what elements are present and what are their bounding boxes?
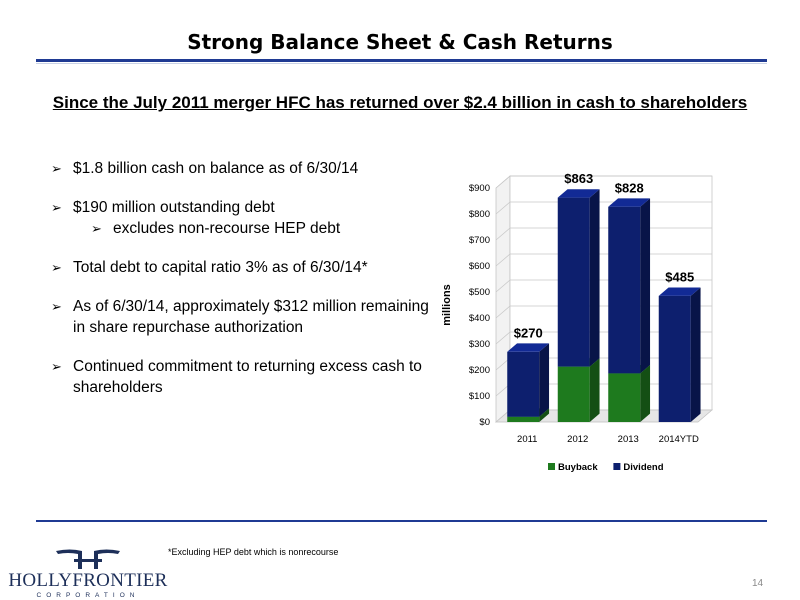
y-tick-label: $900: [469, 183, 490, 194]
bar-top-dividend-2014YTD: [658, 287, 701, 296]
bullet-item: ➢ $1.8 billion cash on balance as of 6/3…: [51, 158, 431, 179]
bullet-item: ➢ As of 6/30/14, approximately $312 mill…: [51, 296, 431, 338]
arrow-bullet-icon: ➢: [51, 200, 62, 215]
bullet-list: ➢ $1.8 billion cash on balance as of 6/3…: [51, 158, 431, 416]
bar-side-dividend-2012: [589, 189, 600, 367]
x-tick-label: 2014YTD: [659, 434, 699, 445]
bar-dividend-2013: [608, 206, 641, 374]
arrow-bullet-icon: ➢: [51, 359, 62, 374]
y-tick-label: $500: [469, 287, 490, 298]
bullet-text: $1.8 billion cash on balance as of 6/30/…: [73, 160, 359, 177]
bar-total-label: $270: [514, 325, 543, 340]
bar-dividend-2011: [507, 351, 540, 417]
arrow-bullet-icon: ➢: [91, 221, 102, 236]
y-tick-label: $700: [469, 235, 490, 246]
page-number: 14: [752, 578, 764, 589]
x-tick-label: 2013: [618, 434, 639, 445]
footnote: *Excluding HEP debt which is nonrecourse: [168, 547, 339, 557]
logo-mark-icon: [56, 549, 120, 569]
bar-total-label: $863: [564, 171, 593, 186]
title-divider-light: [36, 63, 767, 64]
bullet-text: $190 million outstanding debt: [73, 199, 275, 216]
bullet-text: Continued commitment to returning excess…: [73, 358, 422, 396]
bar-top-dividend-2012: [557, 189, 600, 198]
legend-swatch-buyback: [548, 463, 555, 470]
y-tick-label: $800: [469, 209, 490, 220]
y-tick-label: $100: [469, 391, 490, 402]
bar-dividend-2014YTD: [658, 295, 691, 422]
y-tick-label: $400: [469, 313, 490, 324]
subtitle: Since the July 2011 merger HFC has retur…: [52, 93, 748, 112]
bar-side-dividend-2014YTD: [690, 287, 701, 422]
bar-side-dividend-2011: [539, 343, 550, 417]
y-tick-label: $200: [469, 365, 490, 376]
bar-side-buyback-2011: [539, 408, 550, 422]
bar-buyback-2013: [608, 373, 641, 422]
bullet-item: ➢ Total debt to capital ratio 3% as of 6…: [51, 257, 431, 278]
arrow-bullet-icon: ➢: [51, 161, 62, 176]
y-axis-label: millions: [441, 284, 453, 326]
bar-top-dividend-2011: [507, 343, 550, 352]
logo-wordmark: HOLLYFRONTIER: [8, 570, 168, 591]
bar-side-dividend-2013: [640, 198, 651, 374]
logo-subtext: CORPORATION: [36, 592, 140, 599]
company-logo: HOLLYFRONTIER CORPORATION: [8, 547, 168, 599]
y-tick-label: $300: [469, 339, 490, 350]
gridline: [495, 175, 712, 189]
bullet-item: ➢ Continued commitment to returning exce…: [51, 356, 431, 398]
legend-swatch-dividend: [613, 463, 621, 470]
x-tick-label: 2012: [567, 434, 588, 445]
x-tick-label: 2011: [517, 434, 537, 445]
legend-label: Buyback: [558, 462, 598, 473]
legend-label: Dividend: [623, 462, 663, 473]
bar-total-label: $828: [615, 180, 644, 195]
page-title: Strong Balance Sheet & Cash Returns: [187, 30, 613, 54]
bar-dividend-2012: [557, 197, 590, 367]
bullet-text: Total debt to capital ratio 3% as of 6/3…: [73, 259, 368, 276]
arrow-bullet-icon: ➢: [51, 299, 62, 314]
y-tick-label: $0: [479, 417, 490, 428]
footer-divider: [36, 520, 767, 522]
y-tick-label: $600: [469, 261, 490, 272]
title-divider: [36, 59, 767, 62]
sub-bullet-item: ➢ excludes non-recourse HEP debt: [51, 218, 431, 239]
stacked-bar-chart: $0 $100 $200 $300 $400 $500 $600 $700 $800 $900 mi…: [441, 171, 713, 473]
arrow-bullet-icon: ➢: [51, 260, 62, 275]
bullet-text: excludes non-recourse HEP debt: [113, 220, 341, 237]
bar-side-buyback-2013: [640, 364, 651, 422]
bar-buyback-2012: [557, 366, 590, 422]
bar-top-dividend-2013: [608, 198, 651, 207]
bar-buyback-2011: [507, 416, 540, 422]
bullet-item: ➢ $190 million outstanding debt: [51, 197, 431, 218]
bullet-text: As of 6/30/14, approximately $312 millio…: [73, 298, 429, 336]
bar-side-buyback-2012: [589, 358, 600, 422]
bar-total-label: $485: [665, 270, 694, 285]
